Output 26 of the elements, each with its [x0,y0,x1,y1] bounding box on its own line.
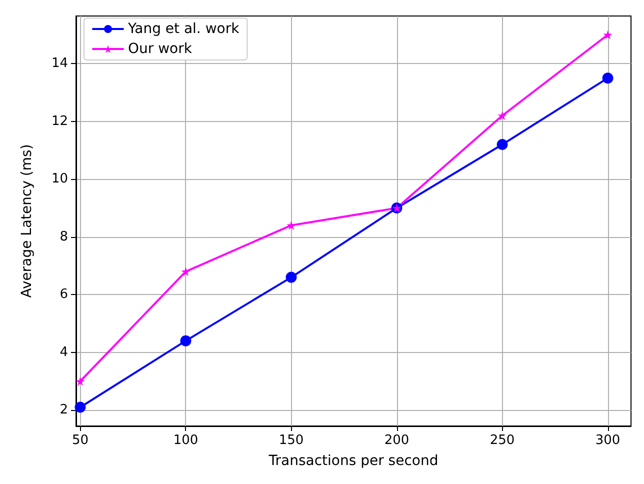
point [181,267,190,276]
point [496,138,508,150]
x-tick-label: 150 [278,433,304,448]
x-tick-label: 200 [384,433,410,448]
y-tick-label: 10 [51,172,68,187]
x-axis-title: Transactions per second [268,453,438,469]
point [602,72,614,84]
point [180,335,192,346]
x-tick-label: 250 [490,433,515,448]
y-tick-label: 12 [51,114,68,129]
y-tick-label: 6 [60,287,68,302]
y-axis-title: Average Latency (ms) [19,144,35,298]
point [498,111,507,120]
y-tick-label: 8 [60,229,68,244]
y-tick-label: 2 [60,402,68,418]
point [603,30,612,40]
x-tick-label: 100 [173,433,198,448]
legend-label: Our work [128,41,193,57]
y-tick-label: 14 [51,56,68,72]
x-tick-label: 50 [72,433,88,448]
point [76,376,85,386]
point [74,402,86,413]
point [286,272,297,283]
legend-label: Yang et al. work [127,21,240,37]
x-tick-label: 300 [595,433,620,448]
y-tick-label: 4 [60,344,68,360]
